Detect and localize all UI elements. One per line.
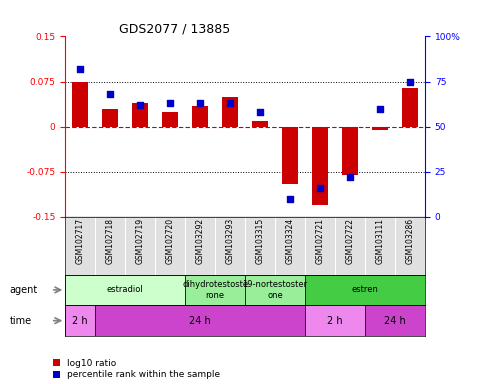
Bar	[65, 305, 95, 336]
Text: GSM102717: GSM102717	[76, 218, 85, 264]
Bar	[102, 109, 118, 127]
Text: GSM103315: GSM103315	[256, 218, 265, 264]
Text: GSM103324: GSM103324	[285, 218, 295, 264]
Point	[136, 102, 144, 108]
Text: GSM102720: GSM102720	[166, 218, 175, 264]
Text: GDS2077 / 13885: GDS2077 / 13885	[119, 22, 230, 35]
Text: GSM103111: GSM103111	[376, 218, 384, 264]
Text: GSM103286: GSM103286	[406, 218, 414, 264]
Bar	[132, 103, 148, 127]
Text: GSM102721: GSM102721	[315, 218, 325, 264]
Text: agent: agent	[10, 285, 38, 295]
Text: 19-nortestoster
one: 19-nortestoster one	[242, 280, 308, 300]
Bar	[245, 275, 305, 305]
Point	[196, 100, 204, 106]
Text: time: time	[10, 316, 32, 326]
Point	[376, 106, 384, 112]
Bar	[222, 97, 239, 127]
Bar	[305, 305, 365, 336]
Point	[226, 100, 234, 106]
Bar	[365, 305, 425, 336]
Text: GSM103292: GSM103292	[196, 218, 205, 264]
Bar	[185, 275, 245, 305]
Text: 24 h: 24 h	[189, 316, 211, 326]
Point	[346, 174, 354, 180]
Text: 2 h: 2 h	[327, 316, 343, 326]
Text: GSM102718: GSM102718	[106, 218, 114, 264]
Legend: log10 ratio, percentile rank within the sample: log10 ratio, percentile rank within the …	[53, 359, 220, 379]
Bar	[402, 88, 418, 127]
Text: 24 h: 24 h	[384, 316, 406, 326]
Bar	[65, 275, 185, 305]
Bar	[72, 82, 88, 127]
Text: GSM102719: GSM102719	[136, 218, 145, 264]
Bar	[305, 275, 425, 305]
Text: GSM103293: GSM103293	[226, 218, 235, 264]
Text: estren: estren	[352, 285, 379, 295]
Bar	[372, 127, 388, 130]
Point	[286, 196, 294, 202]
Bar	[162, 112, 178, 127]
Point	[256, 109, 264, 115]
Text: dihydrotestoste
rone: dihydrotestoste rone	[182, 280, 248, 300]
Bar	[252, 121, 269, 127]
Point	[106, 91, 114, 97]
Point	[76, 66, 84, 72]
Bar	[312, 127, 328, 205]
Point	[406, 79, 414, 85]
Text: estradiol: estradiol	[107, 285, 143, 295]
Point	[166, 100, 174, 106]
Bar	[192, 106, 208, 127]
Point	[316, 185, 324, 191]
Bar	[282, 127, 298, 184]
Bar	[342, 127, 358, 175]
Text: 2 h: 2 h	[72, 316, 88, 326]
Text: GSM102722: GSM102722	[345, 218, 355, 264]
Bar	[95, 305, 305, 336]
